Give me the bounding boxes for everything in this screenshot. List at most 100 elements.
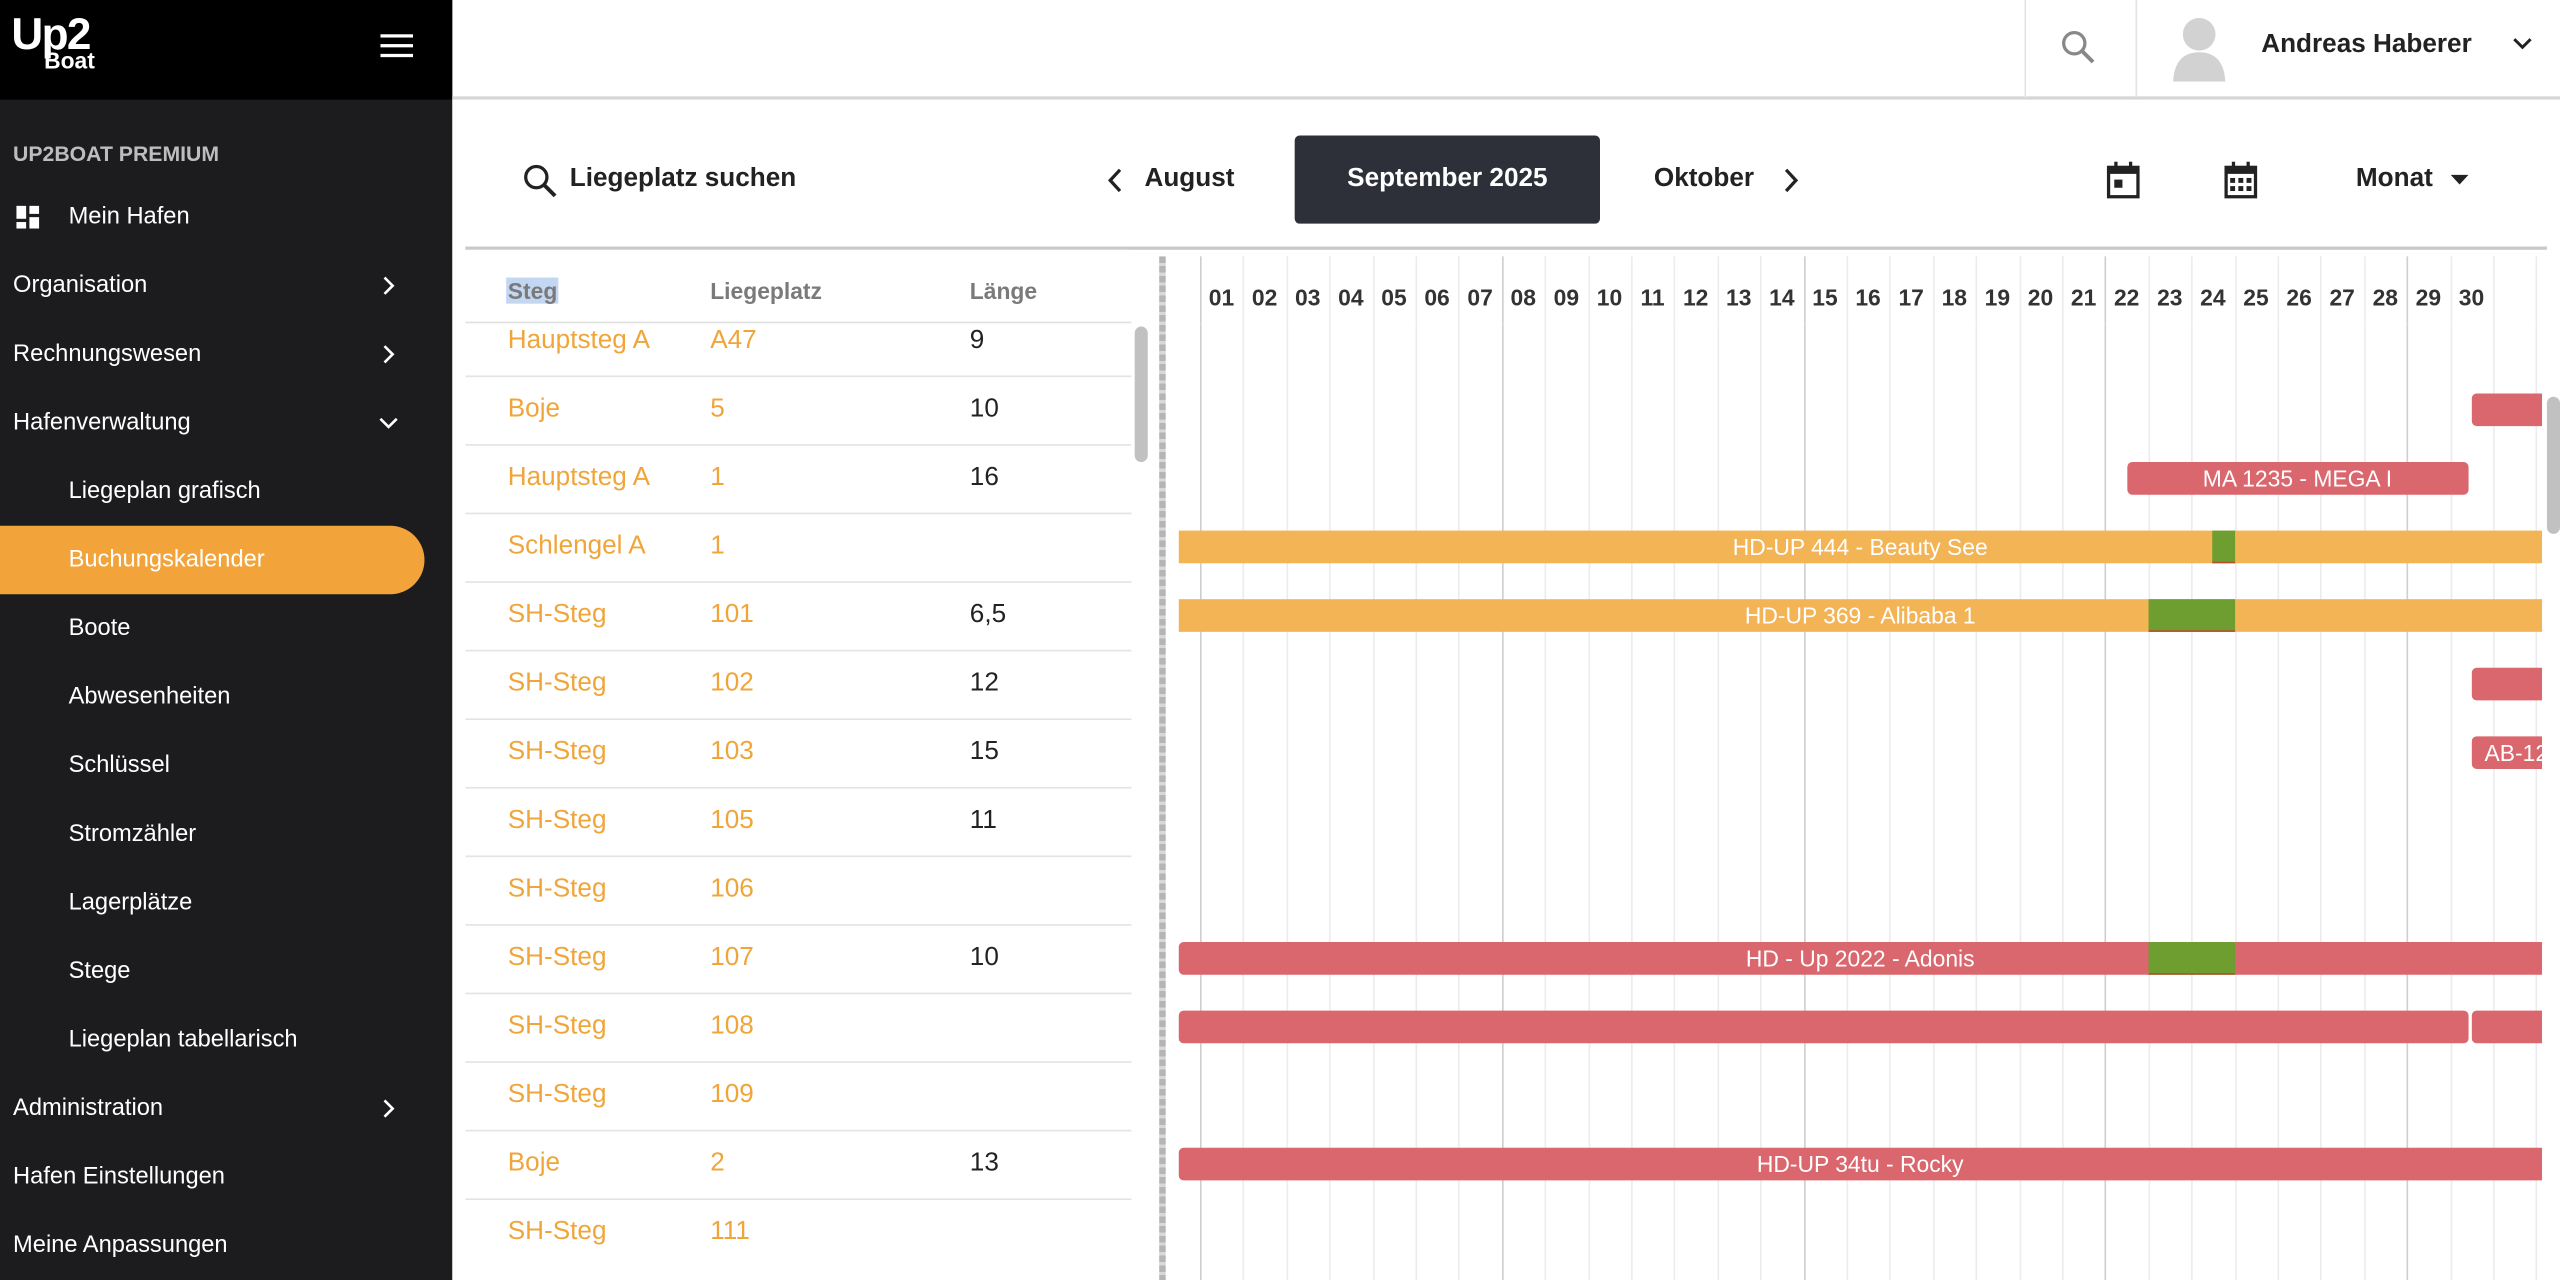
day-label: 30 [2458,284,2485,311]
berth-cell[interactable]: 102 [710,669,754,698]
view-select[interactable]: Monat [2355,164,2433,193]
berth-cell[interactable]: Boje [507,1149,561,1178]
menu-item[interactable]: Schlüssel [68,752,170,779]
column-header[interactable]: Länge [969,277,1038,304]
berth-cell[interactable]: 107 [710,943,754,972]
booking-label[interactable]: HD-UP 369 - Alibaba 1 [1744,602,1976,629]
chevron-right[interactable] [382,344,395,364]
chevron-right[interactable] [382,1099,395,1119]
booking-bar[interactable] [2126,462,2469,495]
row-line [465,512,1132,515]
menu-item[interactable]: Hafenverwaltung [13,409,191,436]
berth-cell[interactable]: 105 [710,806,754,835]
booking-label[interactable]: MA 1235 - MEGA I [2202,465,2393,492]
chevron-right[interactable] [1783,168,1799,193]
booking-bar[interactable] [2471,736,2543,769]
menu-item[interactable]: Mein Hafen [68,204,190,231]
booking-bar[interactable] [1178,942,2543,975]
search-field[interactable]: Liegeplatz suchen [569,164,797,193]
chevron-down[interactable] [2513,38,2533,51]
menu-item[interactable]: Stege [68,958,131,985]
berth-cell[interactable]: 111 [710,1217,750,1246]
berth-cell[interactable]: 109 [710,1080,754,1109]
scrollbar[interactable] [2546,396,2560,534]
berth-cell[interactable]: SH-Steg [507,1012,607,1040]
calendar-icon[interactable] [2224,161,2258,200]
booking-bar[interactable] [1178,1010,2469,1044]
caret[interactable] [2450,174,2469,186]
user-name[interactable]: Andreas Haberer [2261,31,2472,59]
booking-label[interactable]: HD-UP 444 - Beauty See [1732,533,1988,560]
berth-cell[interactable]: SH-Steg [507,806,607,835]
booking-bar[interactable] [2471,393,2543,427]
day-line [2062,256,2064,324]
chevron-right[interactable] [382,276,395,296]
length-cell: 10 [969,395,999,423]
scrollbar[interactable] [1134,326,1148,463]
berth-cell[interactable]: 106 [710,875,754,903]
day-label: 18 [1941,284,1967,311]
menu-item[interactable]: Administration [13,1095,164,1122]
day-label: 27 [2329,284,2355,311]
day-line [1544,256,1547,324]
berth-cell[interactable]: SH-Steg [507,600,607,629]
next-month[interactable]: Oktober [1653,164,1755,193]
booking-label[interactable]: HD-UP 34tu - Rocky [1756,1151,1964,1178]
booking-bar[interactable] [1178,1147,2543,1181]
menu-item[interactable]: Organisation [13,272,148,299]
menu-item[interactable]: Meine Anpassungen [13,1232,228,1259]
avatar[interactable] [2171,13,2227,82]
booking-bar[interactable] [2471,667,2543,701]
berth-cell[interactable]: 1 [710,463,725,492]
search-icon[interactable] [2060,29,2096,65]
week-line [1501,256,1504,324]
berth-cell[interactable]: A47 [710,326,757,355]
berth-cell[interactable]: 1 [710,532,725,560]
menu-item[interactable]: Buchungskalender [68,546,265,574]
berth-cell[interactable]: Hauptsteg A [507,463,651,492]
prev-month[interactable]: August [1144,164,1235,193]
menu-item[interactable]: Liegeplan grafisch [68,478,261,505]
menu-item[interactable]: Stromzähler [68,821,197,848]
current-month[interactable]: September 2025 [1294,135,1600,224]
menu-item[interactable]: Boote [68,615,131,642]
day-line [1458,323,1461,1280]
dashboard-icon[interactable] [16,205,40,229]
chevron-down[interactable] [379,416,399,429]
logo[interactable]: Up2 [11,9,91,59]
active-item[interactable] [0,525,425,595]
berth-cell[interactable]: SH-Steg [507,737,607,766]
menu-item[interactable]: Abwesenheiten [68,684,231,711]
row-line [465,444,1132,446]
menu-item[interactable]: Rechnungswesen [13,341,202,368]
hamburger[interactable] [380,33,414,59]
berth-cell[interactable]: Boje [507,395,561,423]
splitter[interactable] [1159,256,1166,1280]
berth-cell[interactable]: SH-Steg [507,1080,607,1109]
menu-item[interactable]: Hafen Einstellungen [13,1164,225,1191]
berth-cell[interactable]: SH-Steg [507,669,607,698]
booking-bar[interactable] [1178,599,2543,632]
booking-label[interactable]: AB-12 [2484,739,2543,766]
booking-label[interactable]: HD - Up 2022 - Adonis [1745,945,1975,972]
menu-item[interactable]: Lagerplätze [68,889,193,916]
berth-cell[interactable]: SH-Steg [507,875,607,903]
column-header[interactable]: Steg [506,277,559,304]
menu-item[interactable]: Liegeplan tabellarisch [68,1026,298,1054]
search-icon[interactable] [522,163,558,199]
berth-cell[interactable]: Schlengel A [507,532,646,560]
berth-cell[interactable]: SH-Steg [507,943,607,972]
berth-cell[interactable]: 108 [710,1012,754,1040]
berth-cell[interactable]: 5 [710,395,725,423]
chevron-left[interactable] [1107,168,1123,193]
berth-cell[interactable]: SH-Steg [507,1217,607,1246]
calendar-icon[interactable] [2106,161,2140,200]
column-header[interactable]: Liegeplatz [710,277,822,304]
booking-bar[interactable] [1178,530,2543,564]
berth-cell[interactable]: 103 [710,737,754,766]
logo[interactable]: Boat [44,47,95,74]
booking-bar[interactable] [2471,1010,2543,1044]
berth-cell[interactable]: 2 [710,1149,725,1178]
berth-cell[interactable]: Hauptsteg A [507,326,651,355]
berth-cell[interactable]: 101 [710,600,754,629]
